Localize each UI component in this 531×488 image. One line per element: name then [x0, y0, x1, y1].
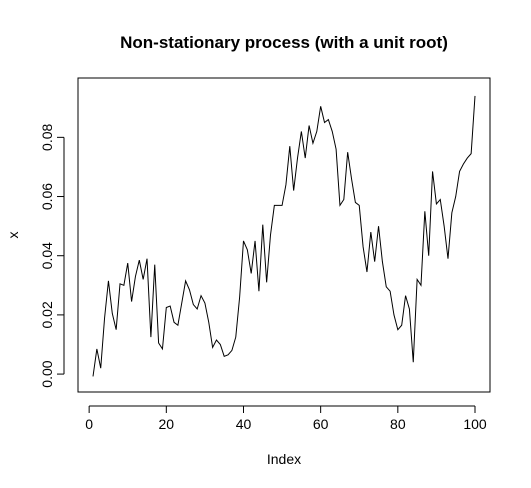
y-axis-label: x [5, 232, 21, 239]
x-axis: 0 20 40 60 80 100 [85, 405, 487, 432]
x-tick-label: 40 [236, 416, 252, 432]
series-line [92, 95, 476, 377]
y-tick-label: 0.08 [39, 124, 55, 151]
x-tick-label: 100 [463, 416, 487, 432]
chart-title: Non-stationary process (with a unit root… [120, 33, 448, 52]
x-tick-label: 60 [313, 416, 329, 432]
y-tick-label: 0.02 [39, 301, 55, 328]
y-tick-label: 0.06 [39, 183, 55, 210]
y-tick-label: 0.04 [39, 242, 55, 269]
x-axis-label: Index [267, 451, 301, 467]
y-axis: 0.00 0.02 0.04 0.06 0.08 [39, 124, 65, 388]
x-tick-label: 80 [390, 416, 406, 432]
x-tick-label: 0 [85, 416, 93, 432]
y-tick-label: 0.00 [39, 360, 55, 387]
plot-box [77, 77, 491, 393]
x-tick-label: 20 [159, 416, 175, 432]
series-group [92, 95, 476, 377]
